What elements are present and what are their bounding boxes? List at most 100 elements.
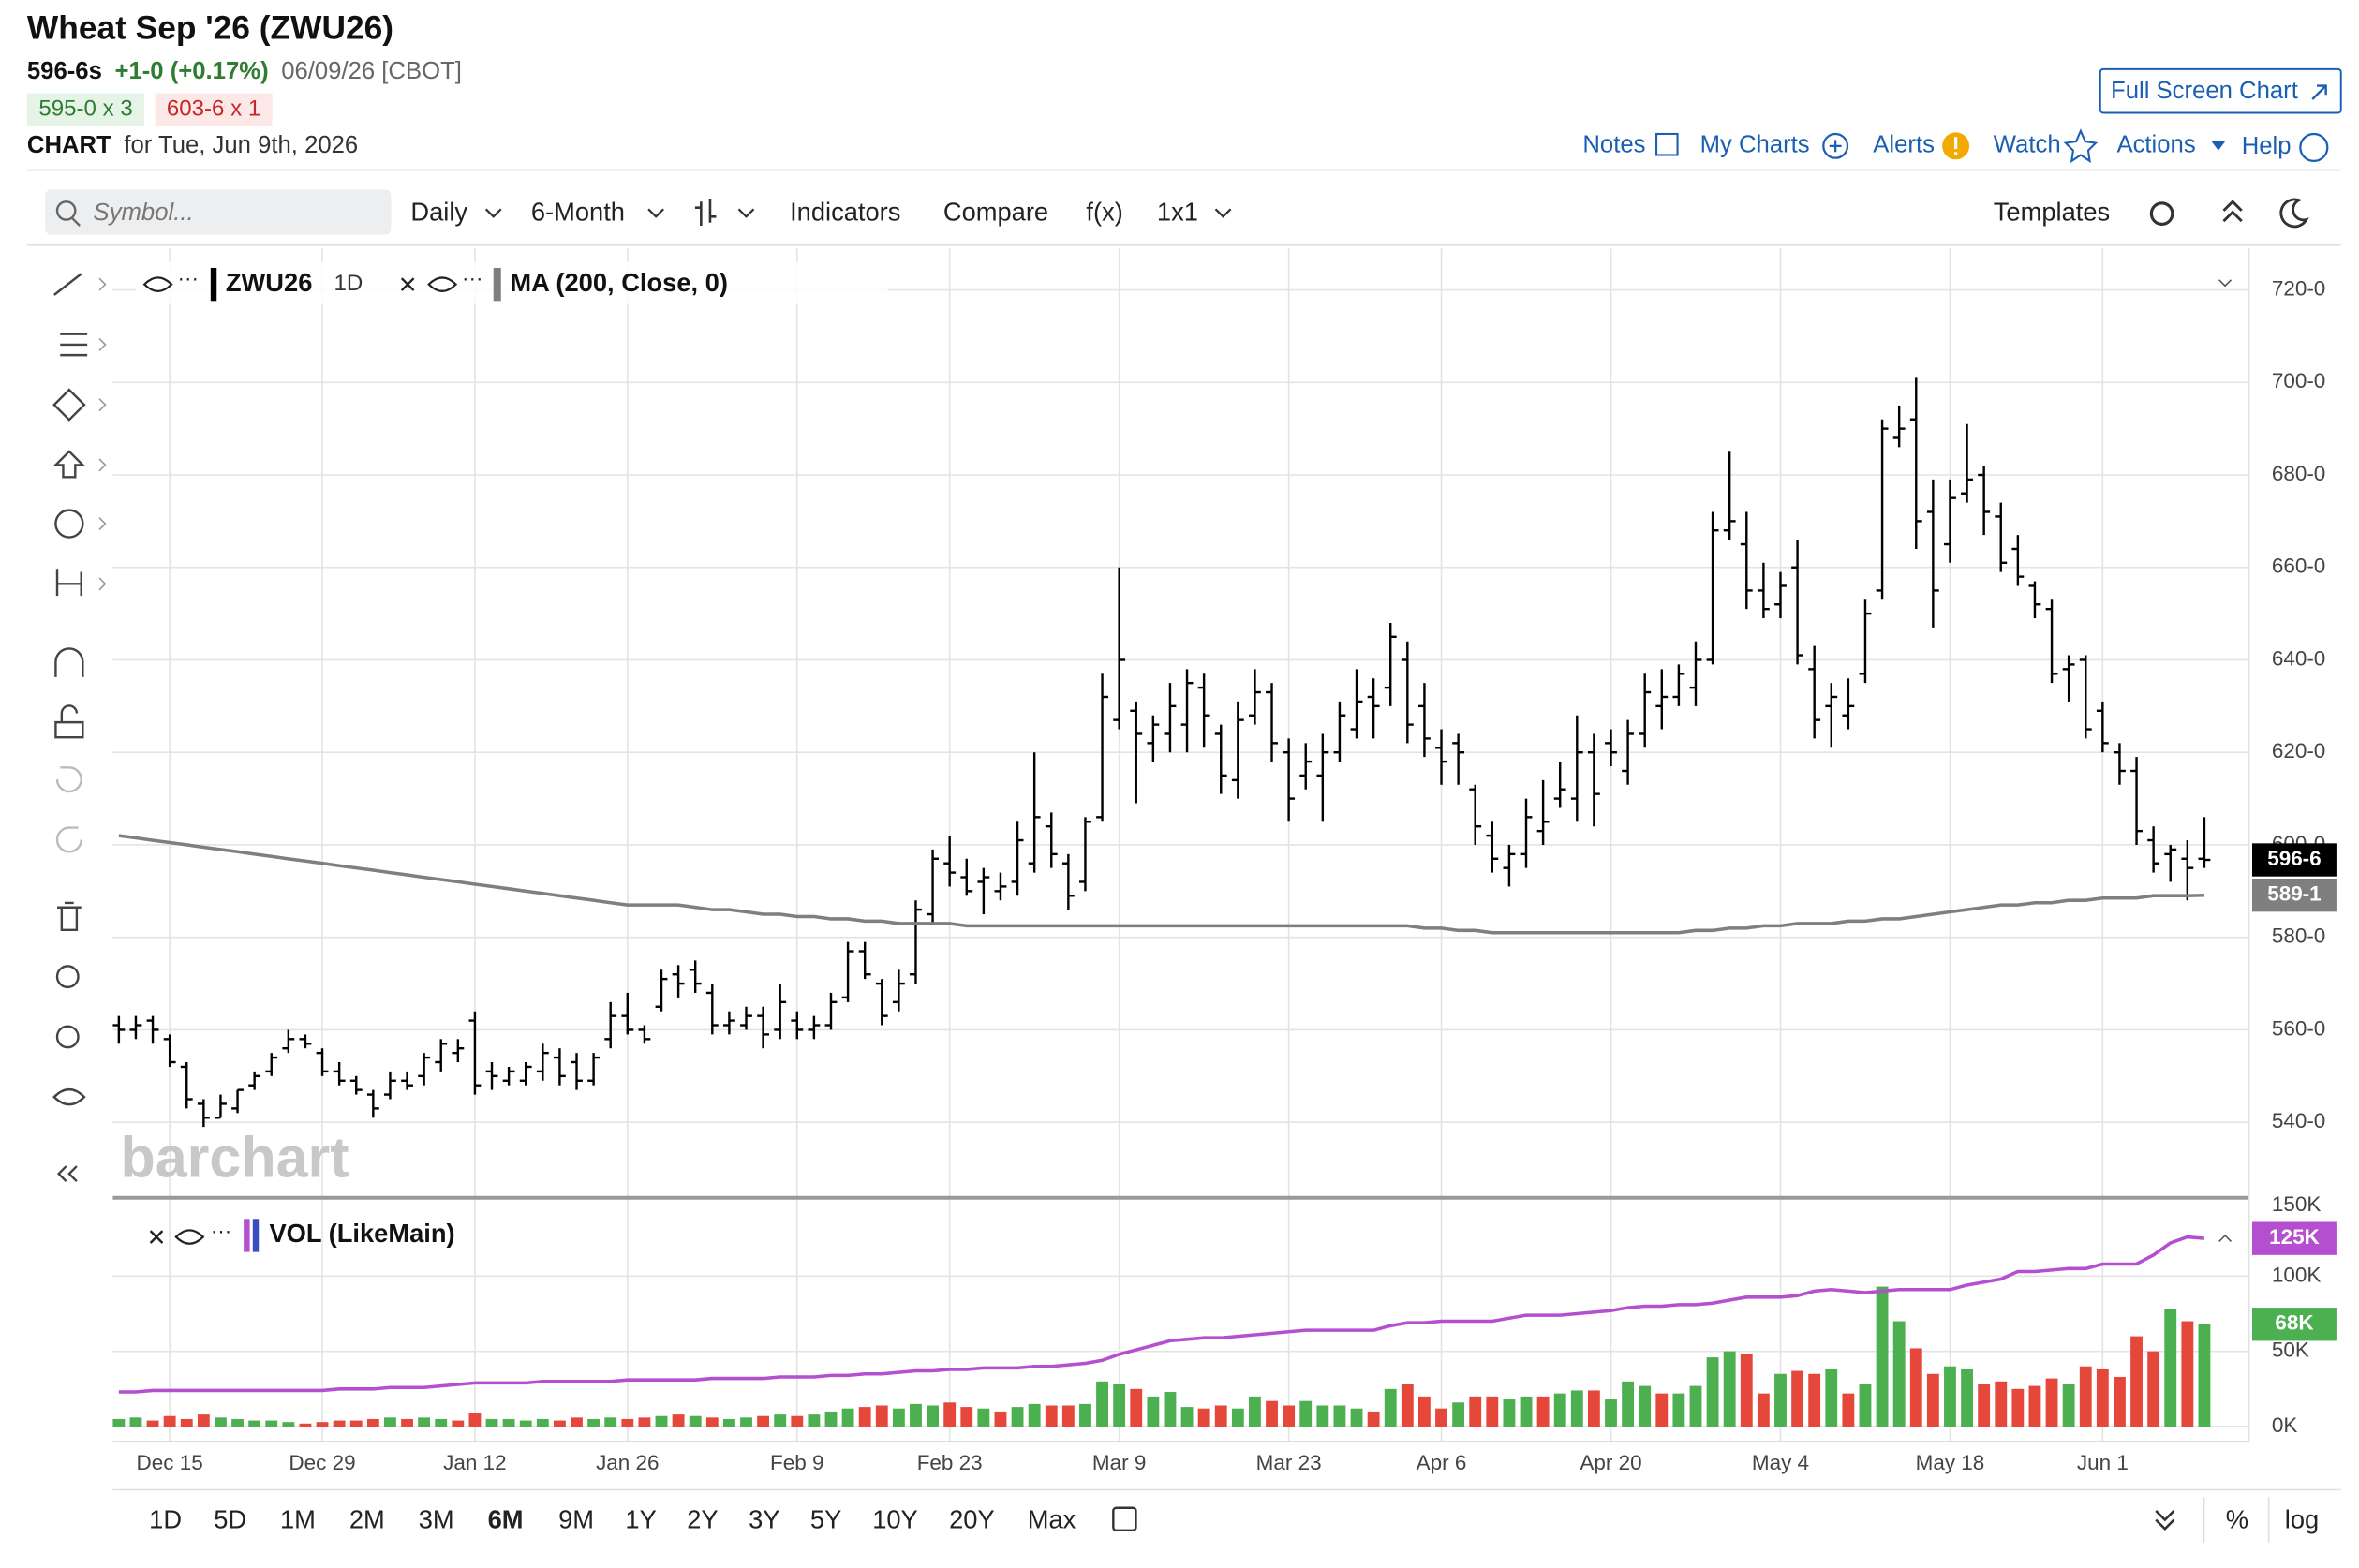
- volume-bar: [1995, 1381, 2008, 1427]
- close-icon[interactable]: [400, 277, 415, 291]
- volume-bar: [858, 1407, 871, 1427]
- range-button[interactable]: 1M: [280, 1504, 316, 1533]
- tool-magnet[interactable]: [54, 647, 84, 677]
- tool-annotate[interactable]: [54, 509, 84, 539]
- log-toggle[interactable]: log: [2285, 1504, 2319, 1533]
- tool-line[interactable]: [53, 273, 82, 296]
- volume-bar: [384, 1417, 396, 1427]
- volume-bar: [468, 1413, 482, 1427]
- volume-bar: [892, 1408, 905, 1427]
- range-button[interactable]: 2Y: [687, 1504, 718, 1533]
- range-button[interactable]: 5D: [214, 1504, 246, 1533]
- range-button[interactable]: 9M: [558, 1504, 594, 1533]
- tool-lock[interactable]: [54, 704, 84, 739]
- range-button[interactable]: 10Y: [872, 1504, 918, 1533]
- more-icon[interactable]: ···: [211, 1220, 231, 1243]
- tool-collapse[interactable]: [56, 1165, 78, 1182]
- toolbar-templates[interactable]: Templates: [1994, 197, 2110, 226]
- toolbar-compare[interactable]: Compare: [943, 197, 1048, 226]
- last-value-label: 125K: [2269, 1225, 2320, 1249]
- nav-watch[interactable]: Watch: [1994, 132, 2061, 158]
- symbol-search[interactable]: [45, 189, 392, 235]
- range-button[interactable]: 5Y: [810, 1504, 841, 1533]
- tool-delete[interactable]: [57, 901, 82, 932]
- tool-redo[interactable]: [55, 826, 82, 853]
- volume-bar: [1909, 1348, 1922, 1427]
- volume-bar: [1622, 1381, 1635, 1427]
- toolbar-period[interactable]: 6-Month: [531, 197, 625, 226]
- last-value-tag: [2251, 878, 2337, 912]
- eye-icon[interactable]: [427, 276, 458, 292]
- dropdown-carets: [484, 208, 1232, 218]
- nav-notes[interactable]: Notes: [1582, 132, 1645, 158]
- last-value-tag: [2251, 843, 2337, 877]
- volume-bar: [1639, 1385, 1652, 1427]
- range-button[interactable]: 1D: [149, 1504, 182, 1533]
- eye-icon[interactable]: [142, 276, 173, 292]
- full-screen-label[interactable]: Full Screen Chart: [2111, 78, 2298, 104]
- volume-bar: [1283, 1405, 1296, 1427]
- volume-bar: [1961, 1368, 1973, 1427]
- eye-icon[interactable]: [174, 1229, 205, 1245]
- tool-arrow[interactable]: [52, 450, 86, 479]
- range-button[interactable]: 3M: [419, 1504, 454, 1533]
- line: [118, 1235, 2205, 1394]
- tool-measure[interactable]: [55, 569, 82, 597]
- nav-actions[interactable]: Actions: [2116, 132, 2195, 158]
- tool-zoom-in[interactable]: [55, 965, 80, 989]
- toolbar-interval[interactable]: Daily: [410, 197, 467, 226]
- percent-toggle[interactable]: %: [2226, 1504, 2248, 1533]
- toolbar-layout[interactable]: 1x1: [1157, 197, 1198, 226]
- tool-shape[interactable]: [52, 388, 86, 422]
- volume-bar: [2130, 1336, 2143, 1427]
- tool-expanders: [98, 277, 107, 591]
- volume-bar: [452, 1420, 465, 1427]
- toolbar-indicators[interactable]: Indicators: [790, 197, 900, 226]
- panel-caret[interactable]: [2218, 279, 2233, 288]
- theme-icon[interactable]: [2279, 198, 2309, 229]
- range-button[interactable]: 3Y: [749, 1504, 779, 1533]
- volume-bar: [418, 1417, 431, 1427]
- x-tick-label: Apr 6: [1417, 1451, 1467, 1474]
- range-button[interactable]: Max: [1028, 1504, 1076, 1533]
- tool-visibility[interactable]: [52, 1087, 86, 1106]
- volume-bar: [1553, 1393, 1566, 1427]
- tool-fib[interactable]: [60, 333, 88, 357]
- more-icon[interactable]: ···: [462, 267, 482, 290]
- range-button[interactable]: 2M: [349, 1504, 385, 1533]
- volume-bar: [2045, 1378, 2058, 1427]
- range-button[interactable]: 6M: [488, 1504, 524, 1533]
- volume-bar: [401, 1418, 413, 1427]
- tool-undo[interactable]: [55, 766, 82, 793]
- legend-swatch: [210, 267, 217, 302]
- volume-bar: [1435, 1408, 1447, 1427]
- range-button[interactable]: 1Y: [625, 1504, 656, 1533]
- panel-caret[interactable]: [2218, 1234, 2233, 1242]
- last-value-tag: [2251, 1308, 2337, 1341]
- volume-bar: [519, 1420, 532, 1427]
- range-button[interactable]: 20Y: [949, 1504, 995, 1533]
- nav-my-charts[interactable]: My Charts: [1700, 132, 1810, 158]
- volume-bar: [2062, 1384, 2075, 1427]
- full-screen-button[interactable]: [2099, 67, 2342, 114]
- volume-bar: [129, 1417, 142, 1427]
- nav-alerts[interactable]: Alerts: [1873, 132, 1935, 158]
- tool-zoom-out[interactable]: [55, 1025, 80, 1049]
- volume-bar: [994, 1411, 1007, 1427]
- collapse-icon[interactable]: [2222, 200, 2243, 223]
- calendar-icon[interactable]: [1112, 1506, 1137, 1532]
- volume-bar: [1266, 1400, 1278, 1427]
- expand-icon[interactable]: [2155, 1510, 2175, 1531]
- volume-bar: [299, 1423, 312, 1427]
- toolbar-fx[interactable]: f(x): [1086, 197, 1122, 226]
- volume-bar: [1723, 1351, 1736, 1427]
- nav-help[interactable]: Help: [2242, 133, 2292, 159]
- more-icon[interactable]: ···: [177, 267, 198, 290]
- volume-bar: [1130, 1388, 1143, 1427]
- close-icon[interactable]: [149, 1230, 164, 1244]
- bar-type-icon[interactable]: [694, 199, 717, 226]
- settings-icon[interactable]: [2149, 201, 2174, 226]
- y-tick-label: 640-0: [2272, 646, 2325, 670]
